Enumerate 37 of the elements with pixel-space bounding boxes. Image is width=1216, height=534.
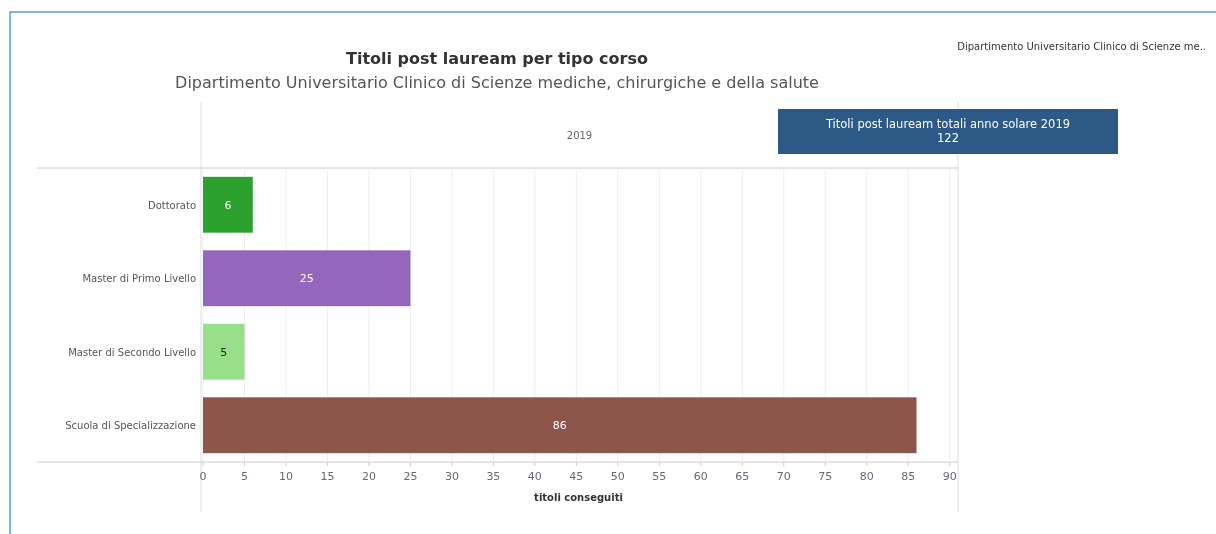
x-tick-label: 20 — [361, 470, 376, 483]
x-tick-label: 70 — [776, 470, 791, 483]
bar — [203, 250, 411, 307]
x-tick-label: 5 — [240, 470, 248, 483]
x-tick-label: 40 — [527, 470, 542, 483]
x-tick-label: 10 — [278, 470, 293, 483]
chart-title: Titoli post lauream per tipo corso — [345, 49, 649, 68]
x-tick-label: 90 — [942, 470, 957, 483]
x-tick-label: 85 — [901, 470, 916, 483]
x-axis-title: titoli conseguiti — [534, 492, 623, 503]
text: Titoli post lauream totali anno solare 2019 122 — [824, 117, 1071, 145]
x-tick-label: 25 — [403, 470, 418, 483]
bar — [203, 323, 245, 380]
x-tick-label: 60 — [693, 470, 708, 483]
text: Dipartimento Universitario Clinico di Scienze me.. — [957, 41, 1206, 52]
x-tick-label: 75 — [818, 470, 833, 483]
bar — [203, 176, 253, 233]
x-tick-label: 15 — [320, 470, 335, 483]
data-label: 5 — [220, 345, 228, 359]
chart-subtitle: Dipartimento Universitario Clinico di Scienze mediche, chirurgiche e della salute — [175, 73, 819, 92]
x-tick-label: 30 — [444, 470, 459, 483]
bar — [203, 397, 917, 454]
y-tick-label: Dottorato — [147, 199, 196, 211]
data-label: 25 — [299, 272, 314, 286]
x-tick-label: 55 — [652, 470, 667, 483]
x-tick-label: 35 — [486, 470, 501, 483]
y-tick-label: Master di Secondo Livello — [68, 346, 196, 358]
text: 2019 — [566, 130, 593, 141]
x-tick-label: 50 — [610, 470, 625, 483]
data-label: 6 — [224, 198, 232, 212]
y-tick-label: Scuola di Specializzazione — [65, 420, 196, 432]
x-tick-label: 80 — [859, 470, 874, 483]
data-label: 86 — [552, 419, 567, 433]
x-tick-label: 45 — [569, 470, 584, 483]
x-tick-label: 65 — [735, 470, 750, 483]
y-tick-label: Master di Primo Livello — [82, 273, 196, 285]
x-tick-label: 0 — [199, 470, 207, 483]
